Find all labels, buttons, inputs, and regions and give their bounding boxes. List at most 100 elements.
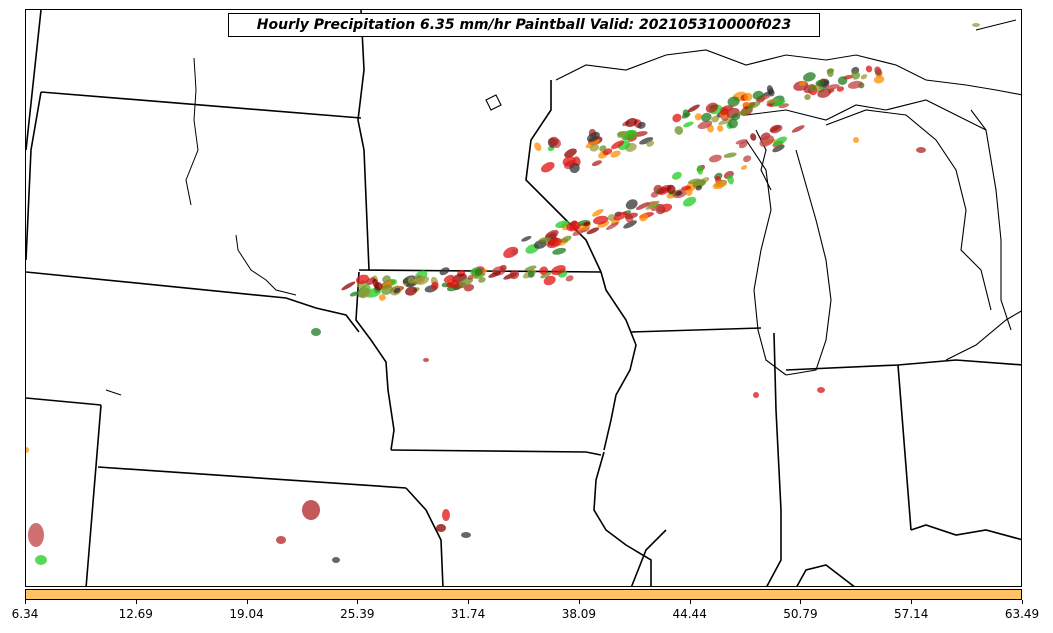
paintball-blob xyxy=(606,222,619,230)
paintball-blob xyxy=(826,68,835,74)
boundary-mn-west xyxy=(357,10,370,271)
paintball-blob xyxy=(569,162,580,174)
lower-michigan-east xyxy=(825,109,992,311)
boundary-ne-ks xyxy=(97,466,407,489)
paintball-blob xyxy=(625,118,638,127)
paintball-blob xyxy=(35,555,47,565)
paintball-blob xyxy=(873,75,885,84)
paintball-blob xyxy=(804,94,811,101)
paintball-blob xyxy=(836,86,845,92)
upper-peninsula-shore xyxy=(745,99,987,131)
colorbar-tick xyxy=(689,600,691,604)
paintball-blob xyxy=(332,557,340,563)
paintball-blob xyxy=(874,66,882,76)
state-boundaries xyxy=(26,10,1021,586)
paintball-blob xyxy=(815,79,825,87)
paintball-blob xyxy=(416,276,429,285)
boundary-mo-east xyxy=(593,451,652,586)
paintball-blob xyxy=(439,267,450,276)
paintball-blob xyxy=(718,118,733,125)
missouri-river xyxy=(235,234,297,296)
paintball-blob xyxy=(443,274,454,283)
boundary-wy-west xyxy=(26,10,42,151)
paintball-blob xyxy=(753,392,759,398)
paintball-blob xyxy=(666,184,676,194)
boundary-mn-wi xyxy=(525,80,602,273)
boundary-oh-river xyxy=(910,524,1021,541)
paintball-blob xyxy=(635,202,650,211)
paintball-blob xyxy=(766,98,780,104)
paintball-blob xyxy=(727,96,740,107)
colorbar-tick-label: 19.04 xyxy=(229,607,264,621)
paintball-blob xyxy=(711,115,720,123)
paintball-blob xyxy=(548,136,559,147)
paintball-blob xyxy=(378,294,386,301)
paintball-blob xyxy=(436,524,446,532)
paintball-blob xyxy=(431,281,439,290)
paintball-blob xyxy=(555,220,570,229)
paintball-blob xyxy=(916,147,926,153)
paintball-blob xyxy=(613,211,628,221)
paintball-blob xyxy=(738,108,752,116)
colorbar-tick-label: 12.69 xyxy=(118,607,153,621)
paintball-blob xyxy=(646,140,654,147)
paintball-blob xyxy=(731,113,741,121)
red-river xyxy=(185,57,199,206)
paintball-blob xyxy=(696,165,704,175)
paintball-blob xyxy=(817,88,832,98)
paintball-blob xyxy=(524,265,537,272)
paintball-blob xyxy=(671,171,682,180)
paintball-blob xyxy=(564,148,577,158)
boundary-ia-mo xyxy=(390,449,602,456)
boundary-wi-il xyxy=(630,327,762,333)
paintball-blob xyxy=(393,287,401,294)
paintball-blob xyxy=(727,174,734,185)
paintball-blob xyxy=(694,113,703,121)
paintball-blob xyxy=(28,523,44,547)
paintball-blob xyxy=(674,126,684,135)
great-lakes xyxy=(485,19,1021,376)
paintball-blob xyxy=(355,274,370,285)
colorbar-tick-label: 25.39 xyxy=(340,607,375,621)
paintball-blob xyxy=(592,209,604,217)
boundary-sd-ne xyxy=(26,271,360,333)
paintball-blob xyxy=(464,284,475,292)
paintball-blob xyxy=(276,536,286,544)
paintball-blob xyxy=(405,286,418,296)
lake-ontario-shore xyxy=(975,19,1017,31)
paintball-blob xyxy=(865,65,873,73)
paintball-blob xyxy=(499,264,507,271)
paintball-blob xyxy=(448,280,460,289)
paintball-blob xyxy=(592,215,609,225)
paintball-blob xyxy=(675,190,683,196)
paintball-blob xyxy=(720,107,729,115)
paintball-blob xyxy=(808,84,816,92)
paintball-blob xyxy=(511,249,519,256)
paintball-blob xyxy=(349,291,359,297)
boundary-il-in xyxy=(766,332,782,586)
isle-royale xyxy=(485,94,502,111)
paintball-blob xyxy=(607,214,616,222)
paintball-blob xyxy=(623,220,637,229)
paintball-blob xyxy=(650,204,665,211)
lake-superior-shore xyxy=(555,49,1021,96)
boundary-mt-sd xyxy=(26,91,42,261)
paintball-blob xyxy=(423,358,429,362)
colorbar-tick xyxy=(25,600,26,604)
paintball-blob xyxy=(681,185,692,191)
paintball-blob xyxy=(560,235,572,243)
paintball-blob xyxy=(743,92,753,102)
boundary-ky xyxy=(796,564,855,586)
boundary-co-north xyxy=(26,397,102,406)
paintball-blob xyxy=(769,124,783,134)
paintball-blob xyxy=(712,180,727,190)
rivers xyxy=(105,57,297,396)
colorbar xyxy=(25,589,1022,600)
platte-small xyxy=(105,389,122,396)
paintball-blob xyxy=(701,112,712,122)
paintball-blob xyxy=(407,277,415,284)
paintball-blob xyxy=(546,237,562,249)
paintball-blob xyxy=(591,160,603,167)
colorbar-tick-label: 50.79 xyxy=(783,607,818,621)
paintball-blob xyxy=(742,101,751,107)
